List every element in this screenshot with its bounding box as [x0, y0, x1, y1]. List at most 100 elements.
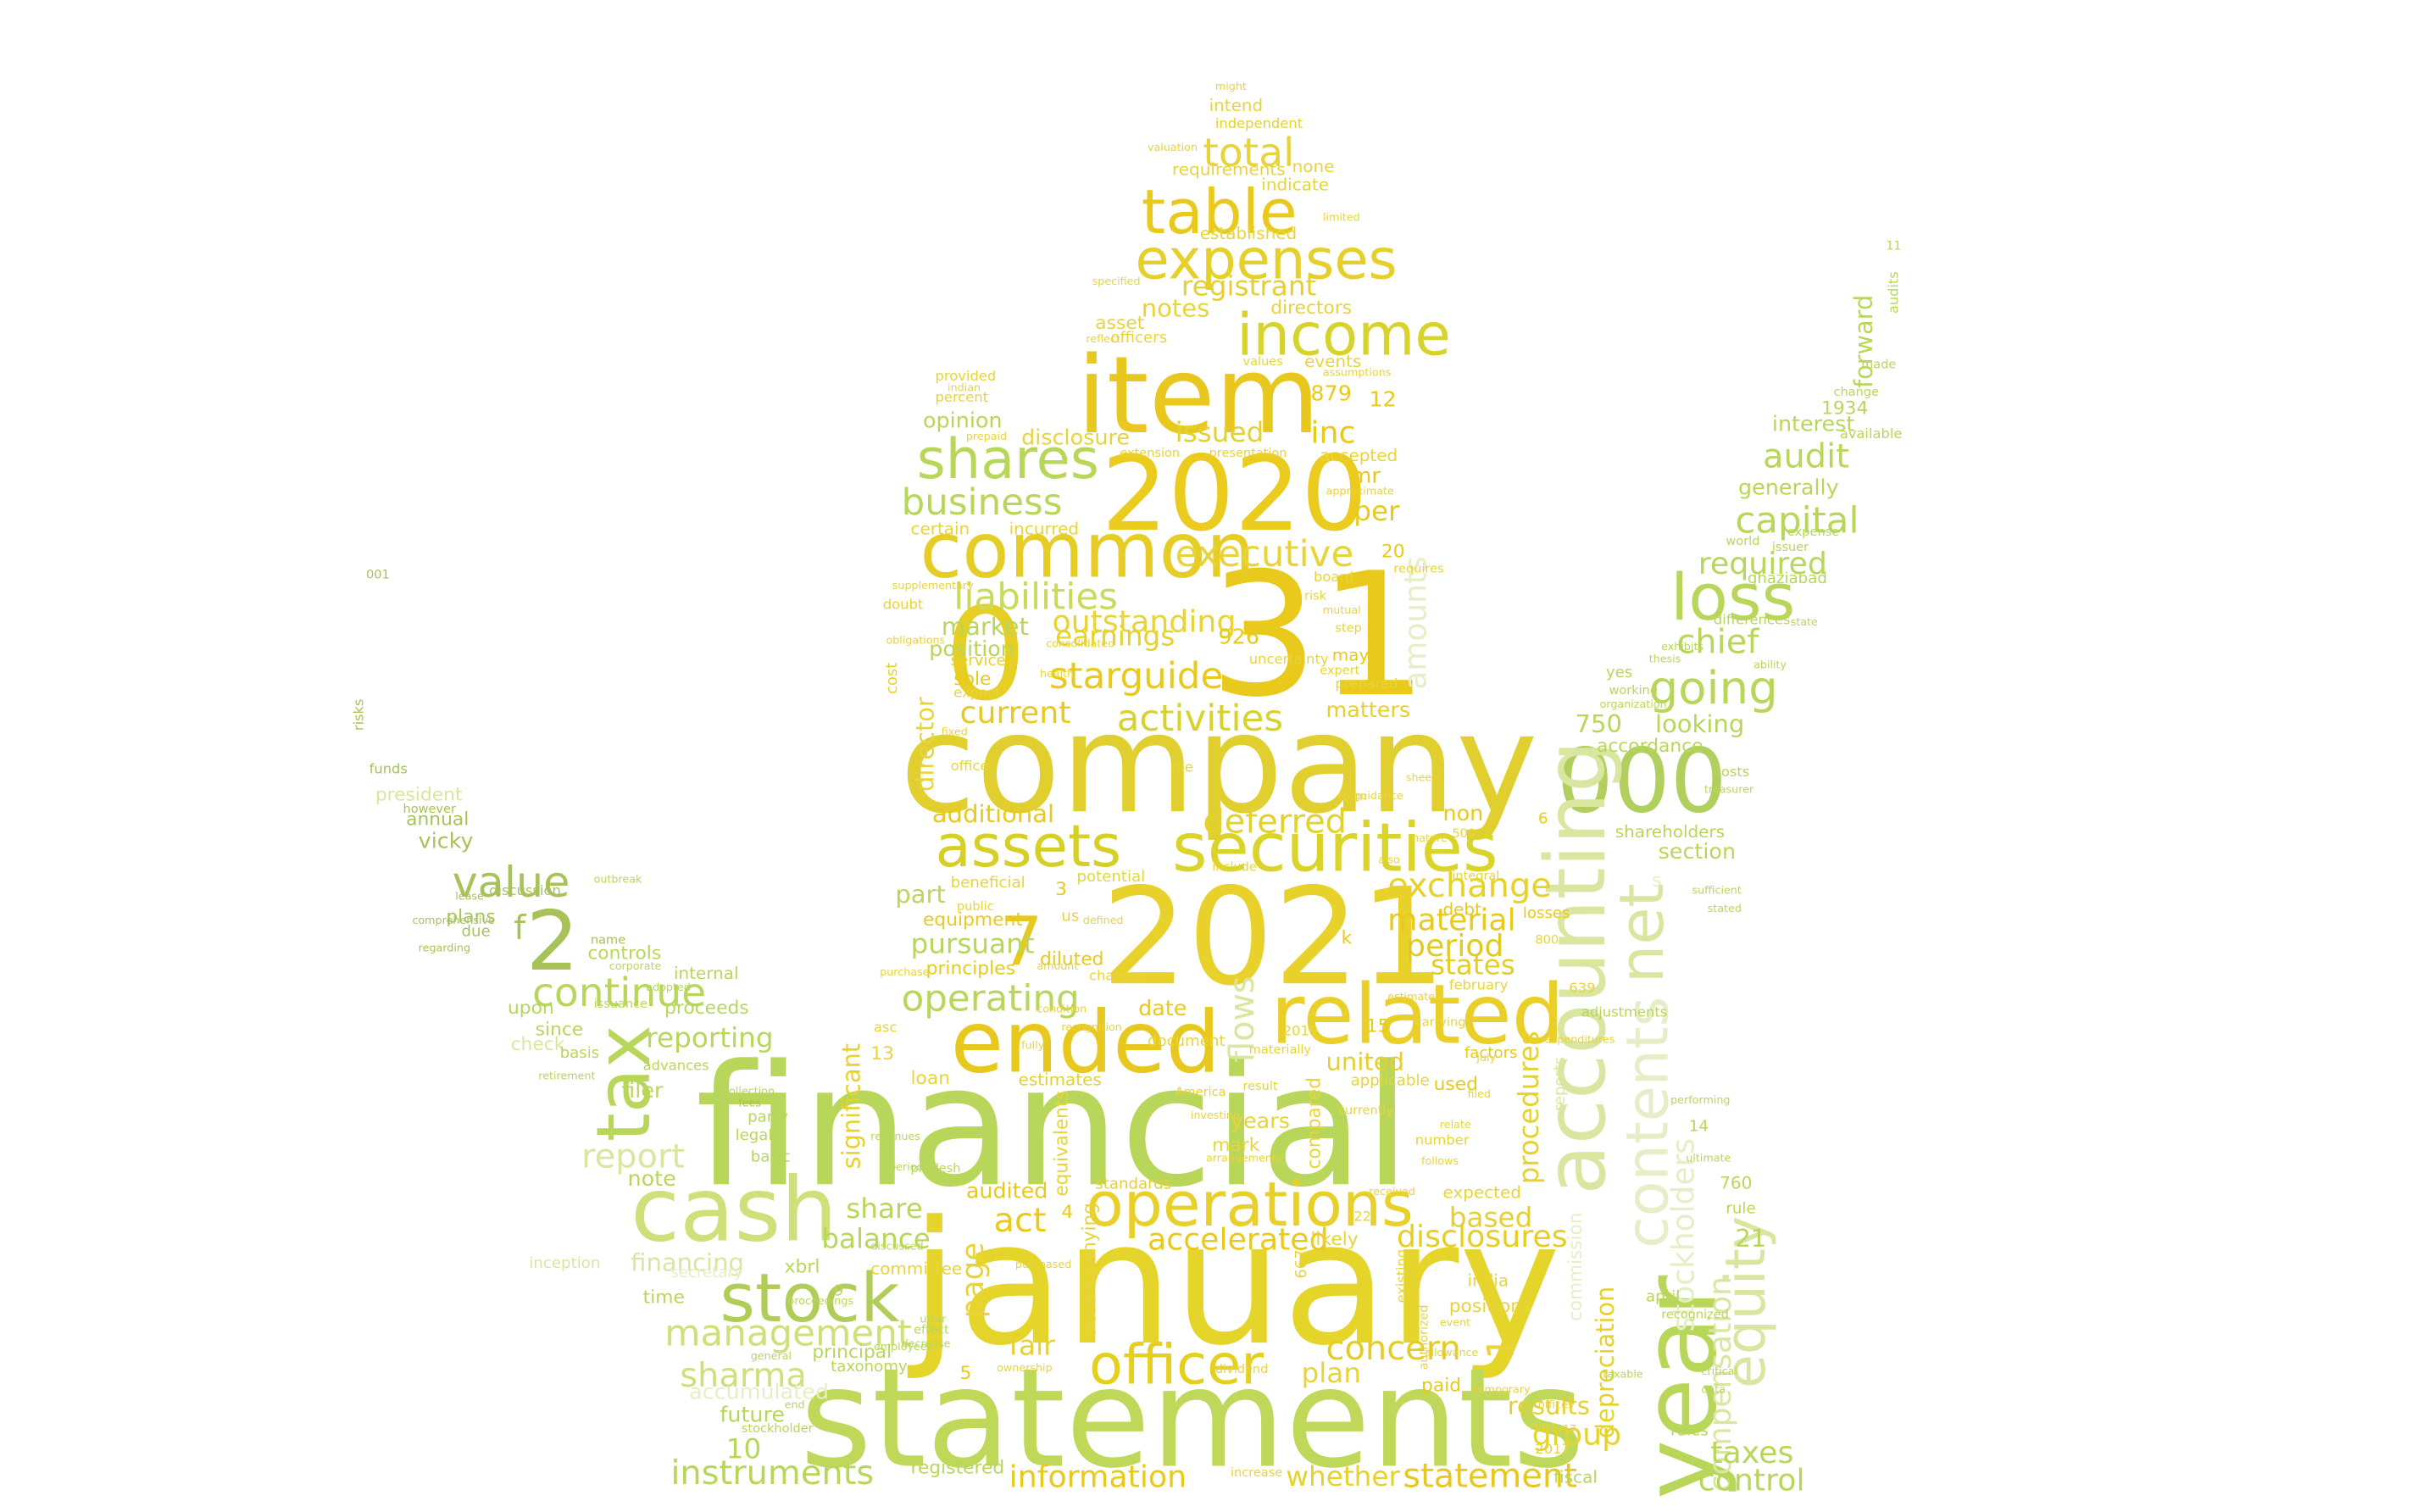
word: since: [535, 1018, 584, 1040]
word: total: [1203, 131, 1295, 177]
word: common: [920, 507, 1255, 596]
word: audits: [1887, 271, 1903, 314]
word: 31: [1209, 536, 1429, 736]
word: critical: [1701, 1365, 1737, 1378]
word: plan: [1301, 1358, 1362, 1390]
word: legal: [735, 1127, 773, 1145]
word: amounts: [1397, 556, 1434, 690]
word: incurred: [1009, 519, 1080, 539]
word: loss: [1670, 559, 1796, 635]
word: indicate: [1261, 175, 1330, 195]
word: taxable: [1603, 1368, 1643, 1381]
word: assets: [935, 813, 1122, 881]
word: fully: [1021, 1039, 1045, 1053]
word: supplementary: [892, 580, 974, 592]
word: extension: [1120, 446, 1181, 460]
word: 0: [944, 580, 1027, 730]
word: dividend: [1214, 1362, 1269, 1376]
word: data: [1701, 1383, 1726, 1396]
word: 21: [1735, 1223, 1767, 1254]
word: revenues: [870, 1131, 920, 1143]
word: prepared: [1335, 677, 1398, 693]
word: may: [1331, 645, 1370, 665]
word: reports: [1552, 1056, 1570, 1112]
word: director: [910, 697, 940, 792]
word: accompanying: [1078, 1203, 1100, 1337]
word: limited: [1322, 211, 1360, 225]
word: also: [1378, 853, 1400, 866]
word: 1934: [1820, 397, 1869, 419]
word: f: [514, 910, 526, 948]
word: principles: [925, 957, 1015, 979]
word: information: [1009, 1458, 1187, 1495]
word: corporate: [609, 960, 662, 973]
word: working: [1609, 683, 1659, 698]
word: outbreak: [593, 873, 642, 887]
word: consolidated: [1046, 637, 1115, 650]
word: 9: [833, 1283, 844, 1300]
word: note: [627, 1167, 676, 1192]
word: certain: [910, 519, 970, 539]
word: liabilities: [953, 575, 1118, 619]
word: taxonomy: [831, 1359, 908, 1376]
word: performing: [1670, 1094, 1731, 1107]
word: uncertainty: [1248, 653, 1329, 669]
word: file: [1172, 761, 1193, 776]
word: july: [1476, 1052, 1497, 1065]
word: allowance: [1424, 1347, 1479, 1359]
word: 11: [1886, 238, 1902, 253]
word: asc: [873, 1021, 898, 1037]
word: however: [403, 802, 456, 816]
word: debt: [1442, 899, 1481, 920]
word: indian: [948, 381, 981, 395]
word: 13: [870, 1042, 895, 1065]
word: exhibits: [1661, 641, 1704, 653]
word: board: [1314, 570, 1354, 586]
word: issuer: [1771, 540, 1809, 554]
word: controls: [587, 942, 662, 964]
word: section: [1658, 840, 1737, 865]
word: time: [642, 1286, 685, 1308]
word: losses: [1522, 905, 1570, 923]
word: years: [1231, 1109, 1290, 1135]
word: per: [1353, 496, 1400, 529]
word: mark: [1212, 1134, 1260, 1156]
word: procedures: [1513, 1031, 1547, 1185]
word: annual: [406, 808, 470, 830]
word: public: [956, 899, 994, 914]
word: guidance: [1353, 790, 1403, 803]
word: 000: [1556, 729, 1727, 833]
word: 20: [1381, 540, 1405, 562]
word: audit: [1762, 438, 1849, 477]
word: obligations: [886, 634, 946, 648]
word: 14: [1688, 1119, 1709, 1136]
word: financial: [695, 1029, 1411, 1224]
word: commission: [1564, 1212, 1587, 1321]
word: established: [1199, 224, 1298, 244]
word: future: [720, 1403, 786, 1428]
word: values: [1242, 354, 1283, 369]
word: requirements: [1172, 159, 1286, 180]
word: America: [1175, 1085, 1226, 1099]
word: cost: [884, 662, 902, 694]
word: periods: [889, 1161, 930, 1174]
word: rules: [1670, 1423, 1709, 1441]
word: currently: [1338, 1103, 1394, 1118]
word: estimates: [1018, 1070, 1102, 1090]
word: page: [953, 1242, 991, 1319]
word: end: [784, 1398, 805, 1411]
word: nature: [1412, 832, 1448, 845]
word: notes: [1141, 293, 1210, 323]
word: 926: [1218, 625, 1260, 650]
word: k: [1341, 926, 1353, 948]
word: activities: [1116, 697, 1284, 740]
word: statements: [799, 1339, 1585, 1500]
word: date: [1138, 997, 1187, 1022]
word: available: [1839, 427, 1903, 443]
word: discussion: [489, 884, 561, 900]
word: inception: [529, 1255, 601, 1273]
word: integral: [1452, 869, 1500, 883]
word: general: [750, 1350, 792, 1363]
word: business: [901, 481, 1063, 524]
